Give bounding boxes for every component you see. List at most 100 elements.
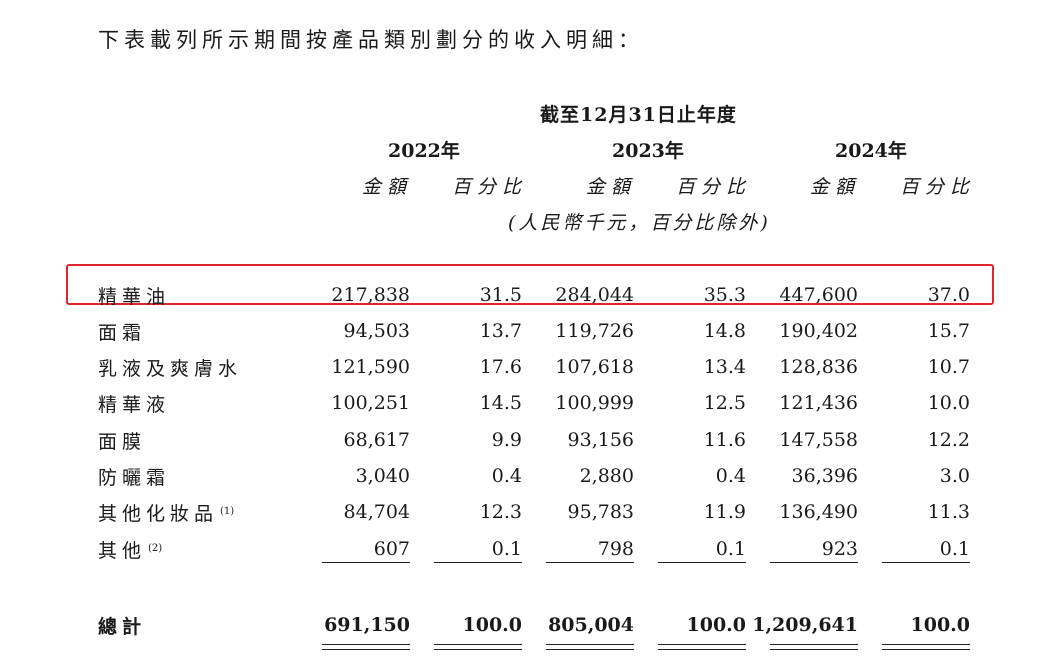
total-double-rule <box>546 644 634 645</box>
total-double-rule <box>770 644 858 645</box>
row-label: 乳液及爽膚水 <box>98 354 242 381</box>
footnote-marker: (2) <box>148 543 163 554</box>
total-double-rule <box>434 644 522 645</box>
row-label: 面膜 <box>98 427 146 454</box>
percent-header-2024: 百分比 <box>900 176 976 198</box>
percent-cell: 13.4 <box>703 356 746 378</box>
subtotal-rule <box>434 562 522 563</box>
row-label: 其他化妝品 (1) <box>98 499 234 526</box>
amount-cell: 36,396 <box>791 465 858 487</box>
total-value: 100.0 <box>910 614 971 636</box>
row-label: 精華油 <box>98 282 170 309</box>
amount-cell: 100,999 <box>555 392 634 414</box>
amount-cell: 107,618 <box>555 356 634 378</box>
percent-cell: 13.7 <box>479 320 522 342</box>
amount-cell: 121,590 <box>331 356 410 378</box>
percent-cell: 11.9 <box>703 501 746 523</box>
percent-cell: 37.0 <box>927 284 970 306</box>
subtotal-rule <box>770 562 858 563</box>
percent-cell: 14.8 <box>703 320 746 342</box>
amount-cell: 190,402 <box>779 320 858 342</box>
percent-cell: 12.2 <box>927 429 970 451</box>
amount-cell: 68,617 <box>343 429 410 451</box>
total-value: 100.0 <box>462 614 523 636</box>
amount-cell: 84,704 <box>343 501 410 523</box>
total-double-rule <box>434 649 522 650</box>
intro-text: 下表載列所示期間按產品類別劃分的收入明細： <box>98 28 644 52</box>
total-double-rule <box>322 644 410 645</box>
total-double-rule <box>658 649 746 650</box>
amount-cell: 447,600 <box>779 284 858 306</box>
amount-cell: 923 <box>821 538 858 560</box>
percent-cell: 10.7 <box>927 356 970 378</box>
row-label-text: 精華液 <box>98 394 171 416</box>
year-2023-header: 2023年 <box>612 140 684 162</box>
total-double-rule <box>546 649 634 650</box>
total-double-rule <box>658 644 746 645</box>
total-value: 100.0 <box>686 614 747 636</box>
subtotal-rule <box>882 562 970 563</box>
amount-cell: 95,783 <box>567 501 634 523</box>
percent-cell: 31.5 <box>479 284 522 306</box>
amount-cell: 128,836 <box>779 356 858 378</box>
row-label-text: 精華油 <box>98 286 171 308</box>
row-label-text: 其他化妝品 <box>98 503 219 525</box>
total-label: 總計 <box>98 616 147 638</box>
amount-cell: 119,726 <box>555 320 634 342</box>
amount-cell: 94,503 <box>343 320 410 342</box>
percent-cell: 15.7 <box>927 320 970 342</box>
amount-cell: 93,156 <box>567 429 634 451</box>
highlight-box <box>66 264 994 305</box>
percent-cell: 3.0 <box>939 465 970 487</box>
percent-cell: 0.1 <box>715 538 746 560</box>
row-label-text: 面霜 <box>98 322 147 344</box>
percent-cell: 11.3 <box>927 501 970 523</box>
amount-header-2023: 金額 <box>586 176 637 198</box>
row-label: 防曬霜 <box>98 463 170 490</box>
amount-header-2022: 金額 <box>362 176 413 198</box>
row-label-text: 其他 <box>98 540 147 562</box>
amount-cell: 136,490 <box>779 501 858 523</box>
percent-cell: 17.6 <box>479 356 522 378</box>
total-value: 691,150 <box>324 614 410 636</box>
percent-cell: 12.5 <box>703 392 746 414</box>
row-label-text: 面膜 <box>98 431 147 453</box>
percent-cell: 12.3 <box>479 501 522 523</box>
total-double-rule <box>882 644 970 645</box>
amount-cell: 217,838 <box>331 284 410 306</box>
row-label-text: 乳液及爽膚水 <box>98 358 243 380</box>
amount-cell: 100,251 <box>331 392 410 414</box>
amount-cell: 607 <box>373 538 410 560</box>
amount-cell: 3,040 <box>355 465 410 487</box>
percent-cell: 10.0 <box>927 392 970 414</box>
subtotal-rule <box>322 562 410 563</box>
year-2024-header: 2024年 <box>835 140 907 162</box>
row-label: 其他 (2) <box>98 536 162 563</box>
percent-cell: 11.6 <box>703 429 746 451</box>
period-header: 截至12月31日止年度 <box>540 104 737 126</box>
subtotal-rule <box>658 562 746 563</box>
amount-cell: 147,558 <box>779 429 858 451</box>
row-label: 面霜 <box>98 318 146 345</box>
percent-cell: 0.4 <box>715 465 746 487</box>
percent-cell: 9.9 <box>491 429 522 451</box>
total-double-rule <box>322 649 410 650</box>
percent-cell: 0.1 <box>491 538 522 560</box>
amount-cell: 2,880 <box>579 465 634 487</box>
total-double-rule <box>770 649 858 650</box>
amount-cell: 284,044 <box>555 284 634 306</box>
amount-header-2024: 金額 <box>810 176 861 198</box>
row-label-text: 防曬霜 <box>98 467 171 489</box>
row-label: 精華液 <box>98 390 170 417</box>
percent-header-2023: 百分比 <box>676 176 752 198</box>
percent-cell: 35.3 <box>703 284 746 306</box>
unit-note: (人民幣千元，百分比除外) <box>508 212 771 234</box>
amount-cell: 798 <box>597 538 634 560</box>
total-double-rule <box>882 649 970 650</box>
footnote-marker: (1) <box>220 506 235 517</box>
percent-cell: 0.1 <box>939 538 970 560</box>
total-value: 1,209,641 <box>752 614 858 636</box>
total-value: 805,004 <box>548 614 634 636</box>
year-2022-header: 2022年 <box>388 140 460 162</box>
percent-cell: 0.4 <box>491 465 522 487</box>
